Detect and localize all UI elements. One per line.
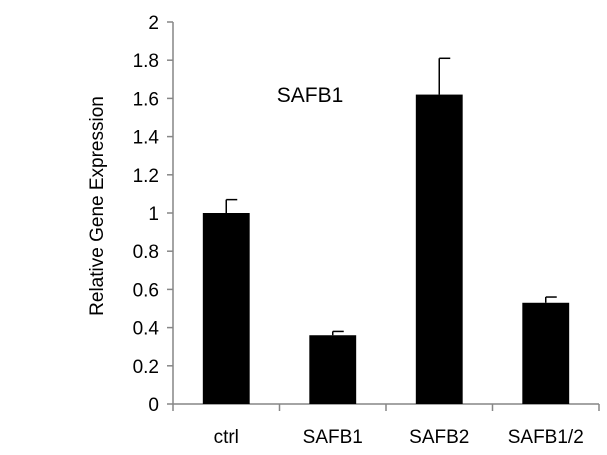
bar-safb2 [415,94,463,404]
y-tick-label: 0.2 [133,357,159,378]
x-category-label: SAFB1 [303,427,363,448]
x-category-label: SAFB2 [409,427,469,448]
bar-ctrl [202,213,250,404]
y-tick-label: 1 [148,204,159,225]
y-tick-label: 2 [148,13,159,34]
y-tick-label: 1.4 [133,128,160,149]
y-tick-label: 0 [148,395,159,416]
y-tick-label: 0.8 [133,242,159,263]
chart-annotation: SAFB1 [277,84,344,107]
y-tick-label: 1.8 [133,51,159,72]
bar-safb1 [309,335,357,404]
x-category-label: ctrl [214,427,239,448]
x-category-label: SAFB1/2 [508,427,584,448]
y-tick-label: 1.6 [133,89,159,110]
y-axis-title: Relative Gene Expression [87,96,108,316]
plot-area: 0 0.2 0.4 0.6 0.8 1 1.2 1.4 1.6 1.8 2 ctrl SAFB1 SAFB… [133,13,600,448]
y-tick-label: 0.6 [133,280,159,301]
y-tick-label: 1.2 [133,166,159,187]
y-tick-label: 0.4 [133,319,160,340]
bar-safb1-2 [522,302,570,404]
